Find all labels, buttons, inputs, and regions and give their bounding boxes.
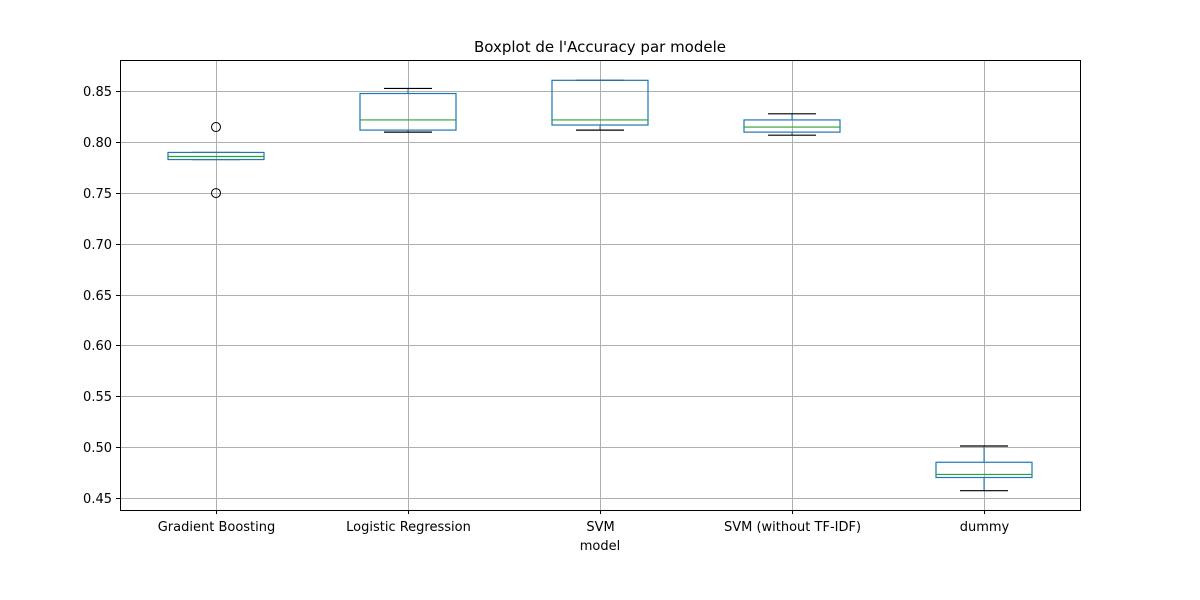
box-group	[551, 79, 649, 131]
iqr-box	[359, 92, 457, 131]
y-tick-label: 0.80	[83, 136, 112, 151]
box-group	[359, 87, 457, 133]
y-tick-label: 0.85	[83, 85, 112, 100]
plot-frame	[120, 60, 1081, 511]
x-tick-label: Gradient Boosting	[158, 520, 276, 535]
y-tick-label: 0.75	[83, 187, 112, 202]
ticks-layer: 0.45 0.50 0.55 0.60 0.65 0.70 0.75 0.80 0.85 Grad…	[83, 85, 1010, 535]
y-tick-label: 0.60	[83, 339, 112, 354]
iqr-box	[551, 79, 649, 126]
iqr-box	[935, 461, 1033, 479]
x-tick-label: Logistic Regression	[346, 520, 471, 535]
box-group	[935, 445, 1033, 492]
chart-title: Boxplot de l'Accuracy par modele	[474, 38, 726, 56]
box-group	[743, 113, 841, 136]
outlier-point	[211, 122, 221, 133]
x-axis-label: model	[580, 539, 620, 554]
y-tick-label: 0.45	[83, 492, 112, 507]
x-tick-label: dummy	[960, 520, 1010, 535]
y-tick-label: 0.50	[83, 441, 112, 456]
x-tick-label: SVM (without TF-IDF)	[724, 520, 861, 535]
boxes-layer	[167, 79, 1033, 492]
y-tick-label: 0.70	[83, 238, 112, 253]
box-group	[167, 122, 265, 199]
outlier-point	[211, 188, 221, 199]
iqr-box	[743, 119, 841, 133]
y-tick-label: 0.65	[83, 289, 112, 304]
grid-layer	[120, 60, 1080, 510]
x-tick-label: SVM	[586, 520, 614, 535]
y-tick-label: 0.55	[83, 390, 112, 405]
